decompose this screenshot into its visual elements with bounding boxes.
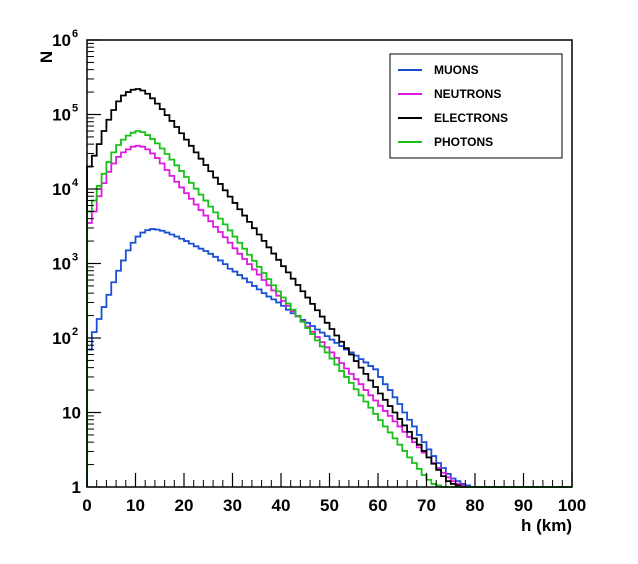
y-tick-label: 10 (52, 180, 71, 199)
y-tick-label: 10 (52, 329, 71, 348)
legend-label-photons: PHOTONS (434, 135, 493, 149)
x-tick-label: 20 (175, 496, 194, 515)
y-tick-label: 10 (52, 255, 71, 274)
x-tick-label: 80 (466, 496, 485, 515)
legend-label-electrons: ELECTRONS (434, 111, 508, 125)
x-tick-label: 30 (223, 496, 242, 515)
x-tick-label: 10 (126, 496, 145, 515)
x-tick-label: 0 (82, 496, 91, 515)
series-muons-line (86, 228, 572, 488)
x-tick-label: 60 (369, 496, 388, 515)
legend-box (389, 53, 563, 159)
legend-label-neutrons: NEUTRONS (434, 87, 501, 101)
x-tick-label: 100 (558, 496, 586, 515)
series-electrons-line (86, 88, 572, 488)
y-tick-exponent: 4 (72, 177, 79, 189)
y-tick-label: 10 (62, 404, 81, 423)
y-tick-label: 1 (72, 478, 81, 497)
y-tick-exponent: 5 (72, 103, 78, 115)
legend: MUONS NEUTRONS ELECTRONS PHOTONS (389, 53, 563, 159)
y-tick-label: 10 (52, 31, 71, 50)
y-axis-title: N (37, 51, 56, 63)
series-layer (86, 88, 572, 488)
x-axis-title: h (km) (521, 516, 572, 535)
y-tick-label: 10 (52, 106, 71, 125)
x-tick-label: 70 (417, 496, 436, 515)
x-tick-label: 90 (514, 496, 533, 515)
x-tick-label: 40 (272, 496, 291, 515)
y-tick-exponent: 2 (72, 326, 78, 338)
y-tick-exponent: 6 (72, 28, 78, 40)
x-tick-label: 50 (320, 496, 339, 515)
legend-label-muons: MUONS (434, 63, 479, 77)
y-tick-exponent: 3 (72, 252, 78, 264)
